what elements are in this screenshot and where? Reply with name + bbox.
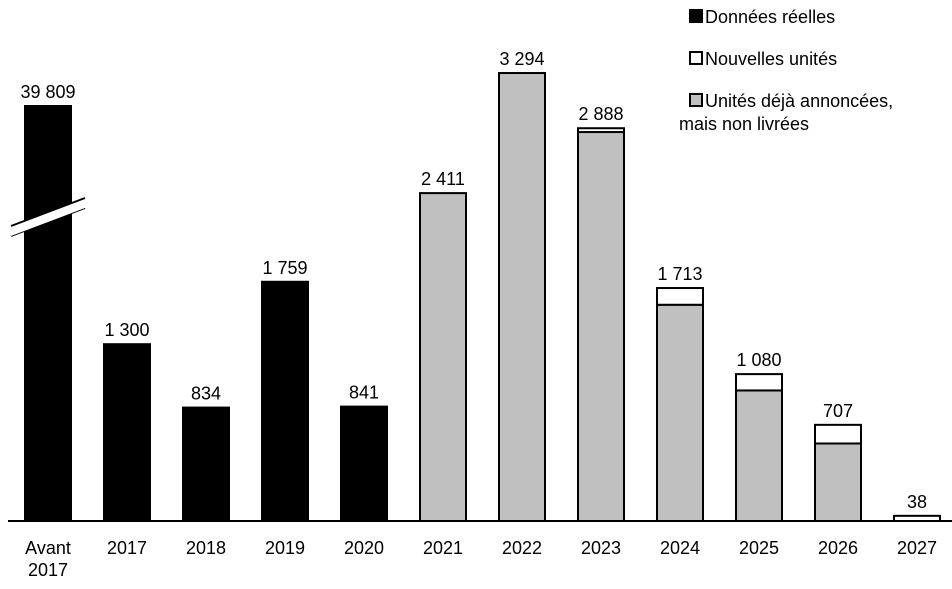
bar-donn-es-r-elles-2018	[182, 406, 230, 522]
data-label-2021: 2 411	[421, 169, 465, 189]
x-tick-label-2026: 2026	[818, 538, 858, 558]
bar-nouvelles-unit-s-2024	[656, 287, 704, 306]
bar-nouvelles-unit-s-2025	[735, 373, 783, 392]
x-tick-label-2020: 2020	[344, 538, 384, 558]
x-tick-label-2018: 2018	[186, 538, 226, 558]
axis-break-gap	[11, 198, 85, 236]
x-tick-label-2023: 2023	[581, 538, 621, 558]
data-label-2026: 707	[823, 401, 853, 421]
legend-swatch-donn-es-r-elles	[689, 9, 703, 23]
bar-nouvelles-unit-s-2026	[814, 423, 862, 445]
axis-break-mark	[10, 197, 86, 227]
data-label-2017: 1 300	[104, 320, 149, 340]
data-label-2018: 834	[191, 384, 221, 404]
legend-label-donn-es-r-elles: Données réelles	[705, 7, 835, 27]
legend-swatch-nouvelles-unit-s	[689, 51, 703, 65]
x-tick-label-2017: 2017	[107, 538, 147, 558]
data-label-avant-2017: 39 809	[20, 82, 75, 102]
bar-unit-s-d-j-annonc-es-mais-non-livr-es-2021	[419, 192, 467, 522]
bar-unit-s-d-j-annonc-es-mais-non-livr-es-2025	[735, 389, 783, 522]
data-labels-group: 39 809 1 300 834 1 759 841 2 411 3 294 2 888 1 7…	[20, 49, 927, 512]
data-label-2022: 3 294	[499, 49, 544, 69]
x-tick-label-2024: 2024	[660, 538, 700, 558]
x-tick-label-2021: 2021	[423, 538, 463, 558]
data-label-2019: 1 759	[262, 258, 307, 278]
bar-donn-es-r-elles-2017	[103, 343, 151, 523]
data-label-2020: 841	[349, 383, 379, 403]
data-label-2024: 1 713	[657, 264, 702, 284]
data-label-2023: 2 888	[578, 104, 623, 124]
x-tick-label-2019: 2019	[265, 538, 305, 558]
legend-label-unit-s-d-j-annonc-es-mais-non-livr-es: Unités déjà annoncées, mais non livrées	[679, 91, 893, 134]
x-tick-label-avant-2017: Avant 2017	[25, 538, 71, 580]
x-tick-labels-group: Avant 2017 2017 2018 2019 2020 2021 2022 2023 202…	[25, 538, 937, 580]
legend-label-nouvelles-unit-s: Nouvelles unités	[705, 49, 837, 69]
bar-donn-es-r-elles-2020	[340, 405, 388, 522]
legend-swatch-unit-s-d-j-annonc-es-mais-non-livr-es	[689, 93, 703, 107]
bar-unit-s-d-j-annonc-es-mais-non-livr-es-2023	[577, 131, 625, 522]
data-label-2027: 38	[907, 492, 927, 512]
x-tick-label-2022: 2022	[502, 538, 542, 558]
bar-donn-es-r-elles-avant-2017	[24, 105, 72, 522]
data-label-2025: 1 080	[736, 350, 781, 370]
x-tick-label-2025: 2025	[739, 538, 779, 558]
bar-unit-s-d-j-annonc-es-mais-non-livr-es-2022	[498, 72, 546, 523]
bar-donn-es-r-elles-2019	[261, 280, 309, 522]
bars-group	[10, 72, 941, 523]
bar-nouvelles-unit-s-2023	[577, 127, 625, 134]
x-tick-label-2027: 2027	[897, 538, 937, 558]
bar-unit-s-d-j-annonc-es-mais-non-livr-es-2024	[656, 303, 704, 523]
legend: Données réelles Nouvelles unités Unités dé…	[679, 7, 893, 134]
bar-unit-s-d-j-annonc-es-mais-non-livr-es-2026	[814, 442, 862, 523]
